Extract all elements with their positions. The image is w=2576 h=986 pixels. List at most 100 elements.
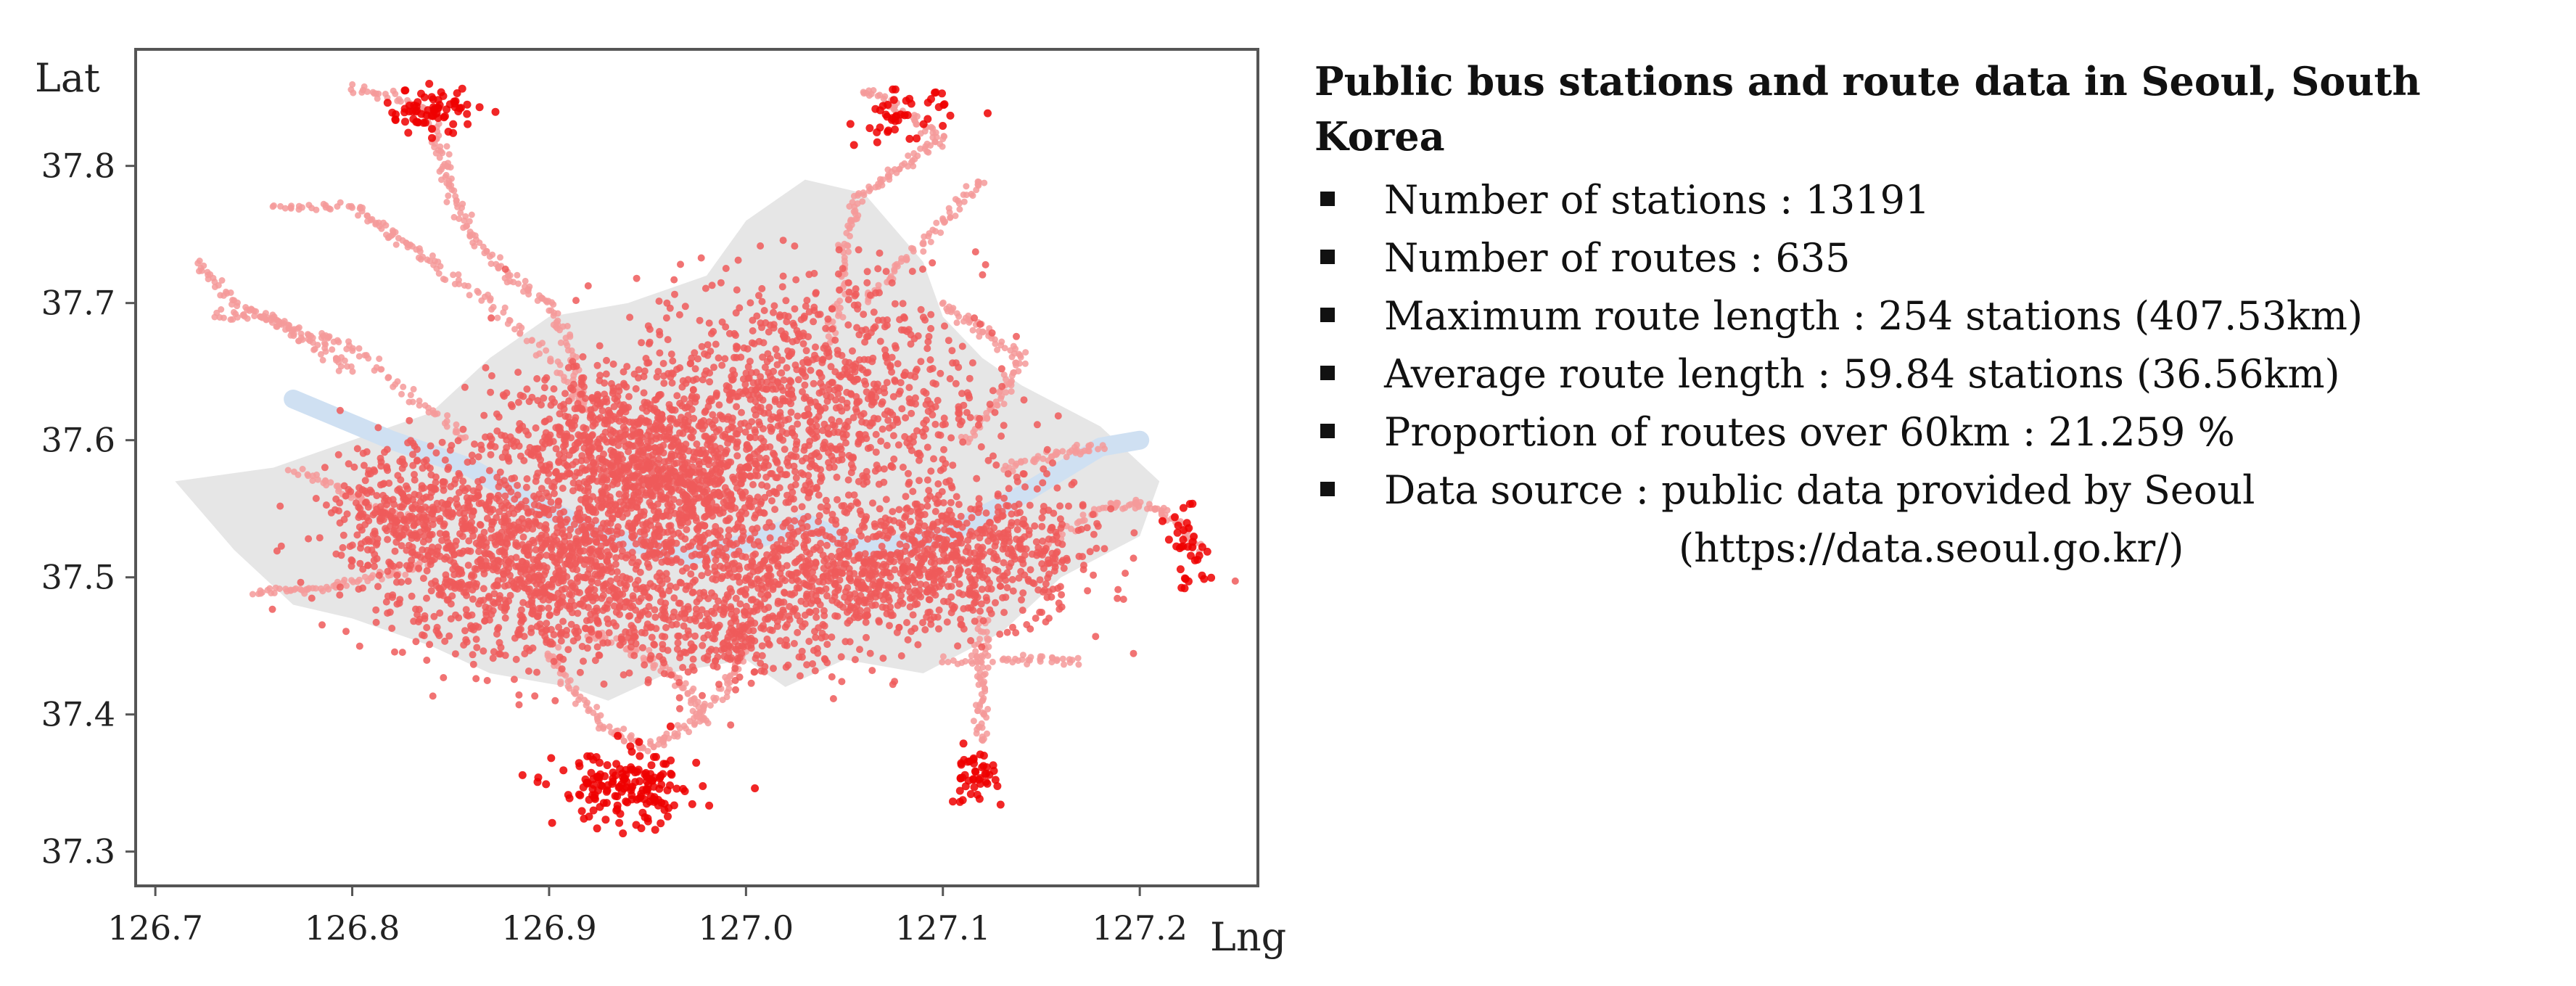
station-point [327,479,334,486]
station-point [547,638,555,646]
station-point [856,646,863,654]
station-point [802,569,810,577]
station-point [423,567,431,575]
station-point [607,527,614,535]
station-point [662,314,670,322]
station-point [642,554,650,562]
station-point [469,532,477,540]
station-point [442,276,449,284]
station-point [667,536,675,543]
station-point [552,445,560,453]
station-point [779,237,787,245]
station-point [656,569,664,577]
station-point [911,373,919,381]
station-point [793,557,801,565]
station-point [852,290,860,298]
station-point [886,603,894,611]
station-point [593,715,601,723]
station-point [443,143,450,150]
station-point [1059,531,1066,538]
station-point [741,577,749,584]
station-point [948,347,956,355]
station-point [1043,445,1051,453]
station-point [844,476,852,484]
station-point [517,625,524,633]
station-point [643,437,651,445]
station-point [957,615,964,623]
station-point [538,485,546,493]
station-point [510,279,517,286]
station-point [535,522,543,530]
station-point [604,420,611,428]
station-point [905,478,913,486]
station-point [752,369,760,377]
station-point [861,550,869,558]
station-point [862,618,870,626]
station-point [810,269,818,277]
station-point [671,406,679,414]
station-point [889,612,897,619]
station-point [578,452,586,460]
station-point [725,526,733,534]
station-point [794,420,802,428]
station-point [625,612,633,620]
station-point [480,570,488,578]
station-point [477,562,485,570]
station-point [200,262,207,269]
station-point [863,268,871,276]
station-point [514,398,522,406]
station-point [384,567,392,575]
station-point [828,596,836,604]
station-point [268,605,276,613]
station-point [667,373,675,381]
station-point [691,349,699,357]
station-point [538,495,546,502]
station-point [790,462,798,470]
station-point [461,217,468,224]
station-point [749,379,757,387]
station-point [741,380,749,388]
station-point [986,400,994,408]
station-point [384,234,392,242]
station-point [894,360,902,368]
station-point [897,379,905,387]
station-point [497,254,503,261]
station-point [815,512,823,519]
station-point [1151,505,1159,512]
station-point [532,546,540,554]
station-point [889,508,897,516]
station-point [867,443,874,451]
station-point [1053,448,1060,456]
station-point [395,599,403,607]
station-point [765,565,773,573]
station-point [1085,443,1092,451]
station-point [728,423,736,431]
station-point [865,87,873,94]
station-point [367,575,374,581]
station-point [911,394,919,402]
station-point [429,692,437,700]
station-point [812,607,820,615]
station-point [590,404,598,412]
station-point [1063,453,1070,461]
station-point [820,622,828,630]
station-point [876,289,883,297]
station-point [983,628,990,636]
station-point [888,279,896,287]
station-point [540,504,548,512]
station-point [774,562,782,570]
station-point [522,483,530,491]
station-point [815,453,823,461]
station-point [684,376,692,384]
station-point [1020,396,1028,404]
station-point [600,725,607,732]
station-point [606,577,614,585]
station-point [482,363,490,371]
station-point [833,473,841,481]
station-point [384,609,392,617]
station-point [575,549,583,557]
station-point [752,434,759,442]
station-point [546,612,554,620]
station-point [856,607,864,615]
station-point [1031,522,1039,530]
